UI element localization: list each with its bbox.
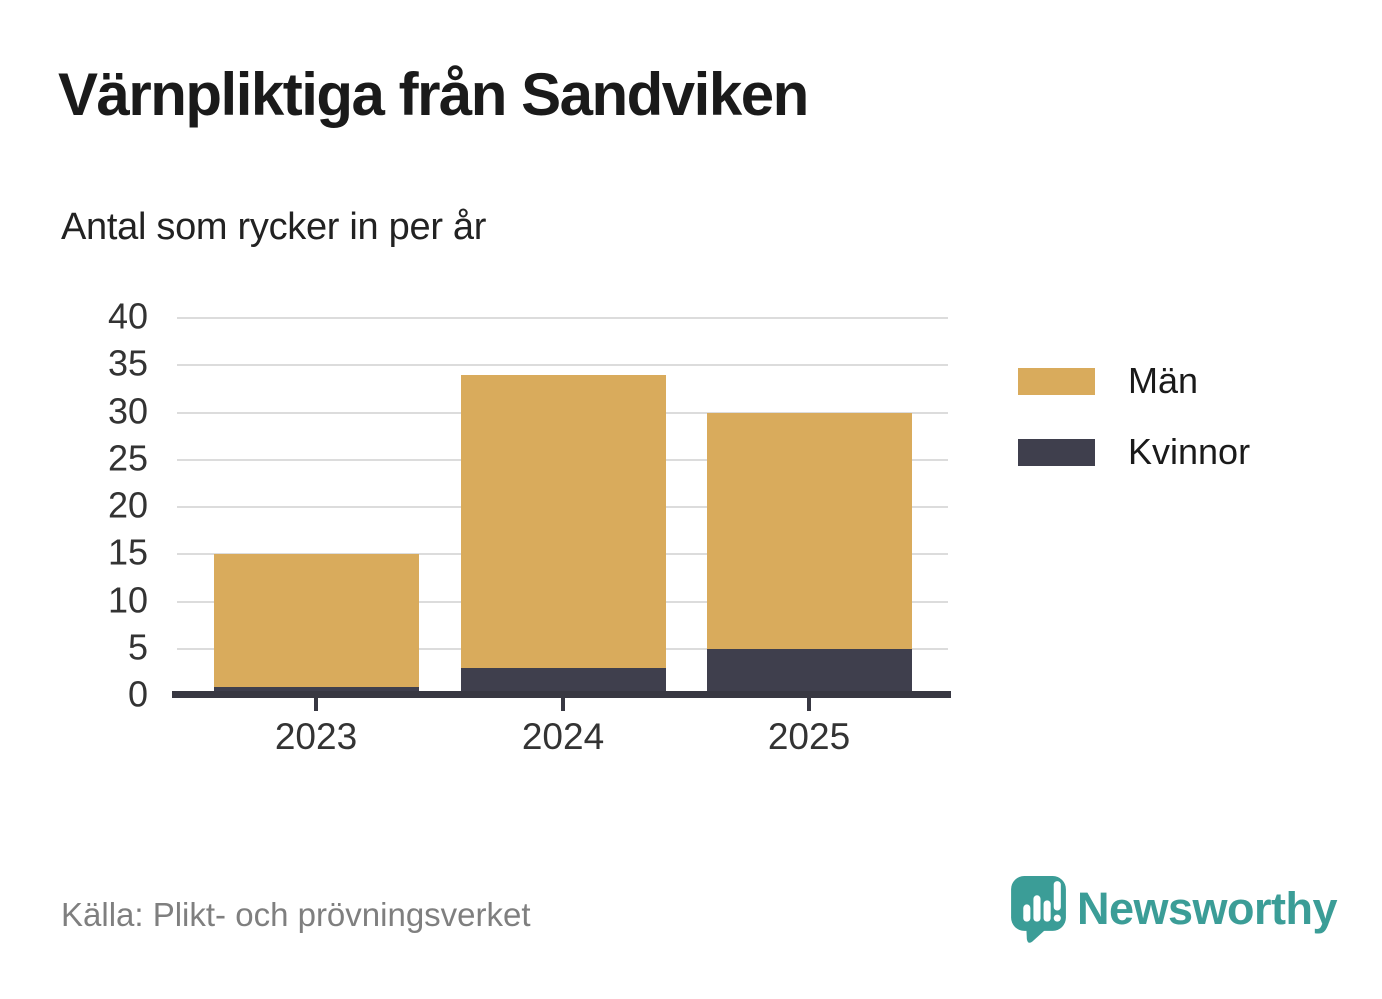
chart-title: Värnpliktiga från Sandviken: [58, 61, 809, 128]
chart-subtitle: Antal som rycker in per år: [61, 206, 487, 248]
x-axis-line: [172, 691, 951, 698]
y-axis-tick-label-30: 30: [107, 390, 148, 432]
newsworthy-speech-bubble-bar-chart-icon: [1011, 876, 1066, 943]
x-axis-tick-2023: [314, 698, 318, 711]
x-axis-tick-2025: [807, 698, 811, 711]
y-axis-tick-label-25: 25: [107, 437, 148, 479]
newsworthy-logo-text: Newsworthy: [1077, 883, 1338, 934]
x-axis-label-2023: 2023: [274, 716, 358, 757]
y-axis-tick-label-20: 20: [107, 484, 148, 526]
y-axis-tick-label-5: 5: [127, 626, 148, 668]
legend-label-män: Män: [1128, 360, 1199, 401]
legend-item-kvinnor: Kvinnor: [1018, 431, 1250, 473]
source-caption: Källa: Plikt- och prövningsverket: [61, 896, 531, 933]
x-axis-label-2024: 2024: [521, 716, 605, 757]
gridline-y-35: [177, 364, 948, 367]
y-axis-tick-label-35: 35: [107, 342, 148, 384]
gridline-y-40: [177, 317, 948, 319]
bar-2025-kvinnor: [706, 648, 912, 696]
bar-2025-män: [706, 412, 912, 649]
y-axis-tick-label-40: 40: [107, 295, 148, 337]
legend: Män Kvinnor: [1018, 360, 1250, 502]
legend-swatch-kvinnor: [1018, 438, 1095, 466]
y-axis-tick-label-15: 15: [107, 531, 148, 573]
y-axis-tick-label-0: 0: [127, 673, 148, 715]
x-axis-label-2025: 2025: [767, 716, 851, 757]
x-axis-tick-2024: [561, 698, 565, 711]
bar-2024-män: [460, 374, 666, 668]
newsworthy-logo: Newsworthy: [1011, 876, 1338, 943]
y-axis-tick-label-10: 10: [107, 579, 148, 621]
legend-swatch-män: [1018, 367, 1095, 395]
bar-2023-män: [213, 554, 419, 687]
legend-item-män: Män: [1018, 360, 1250, 402]
legend-label-kvinnor: Kvinnor: [1128, 431, 1251, 472]
